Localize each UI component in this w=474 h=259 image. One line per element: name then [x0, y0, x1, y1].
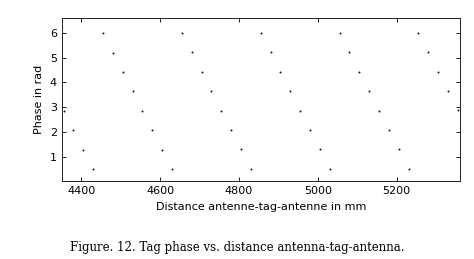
Point [395, 147, 402, 152]
Point [158, 148, 166, 152]
Point [346, 50, 353, 54]
Point [60, 109, 67, 113]
Point [385, 128, 392, 132]
Text: Figure. 12. Tag phase vs. distance antenna-tag-antenna.: Figure. 12. Tag phase vs. distance anten… [70, 241, 404, 254]
Point [70, 128, 77, 132]
Point [109, 51, 117, 55]
Point [148, 128, 156, 132]
Point [237, 147, 245, 152]
Point [356, 70, 363, 74]
Point [296, 109, 304, 113]
Y-axis label: Phase in rad: Phase in rad [34, 65, 44, 134]
Point [316, 147, 324, 152]
Point [267, 50, 274, 54]
Point [168, 167, 176, 171]
Point [257, 31, 264, 35]
Point [405, 167, 412, 171]
Point [247, 167, 255, 171]
Point [365, 89, 373, 93]
Point [277, 70, 284, 74]
Point [306, 128, 314, 132]
Point [138, 109, 146, 113]
Point [454, 108, 462, 112]
Point [286, 89, 294, 93]
Point [218, 109, 225, 113]
Point [188, 51, 195, 55]
Point [434, 70, 442, 74]
X-axis label: Distance antenne-tag-antenne in mm: Distance antenne-tag-antenne in mm [155, 202, 366, 212]
Point [90, 167, 97, 171]
Point [129, 89, 137, 93]
Point [208, 89, 215, 93]
Point [444, 89, 452, 93]
Point [178, 31, 186, 35]
Point [326, 167, 334, 171]
Point [119, 70, 127, 74]
Point [415, 31, 422, 35]
Point [99, 31, 107, 35]
Point [198, 70, 205, 74]
Point [80, 148, 87, 152]
Point [228, 128, 235, 132]
Point [336, 31, 343, 35]
Point [375, 109, 383, 113]
Point [424, 50, 432, 54]
